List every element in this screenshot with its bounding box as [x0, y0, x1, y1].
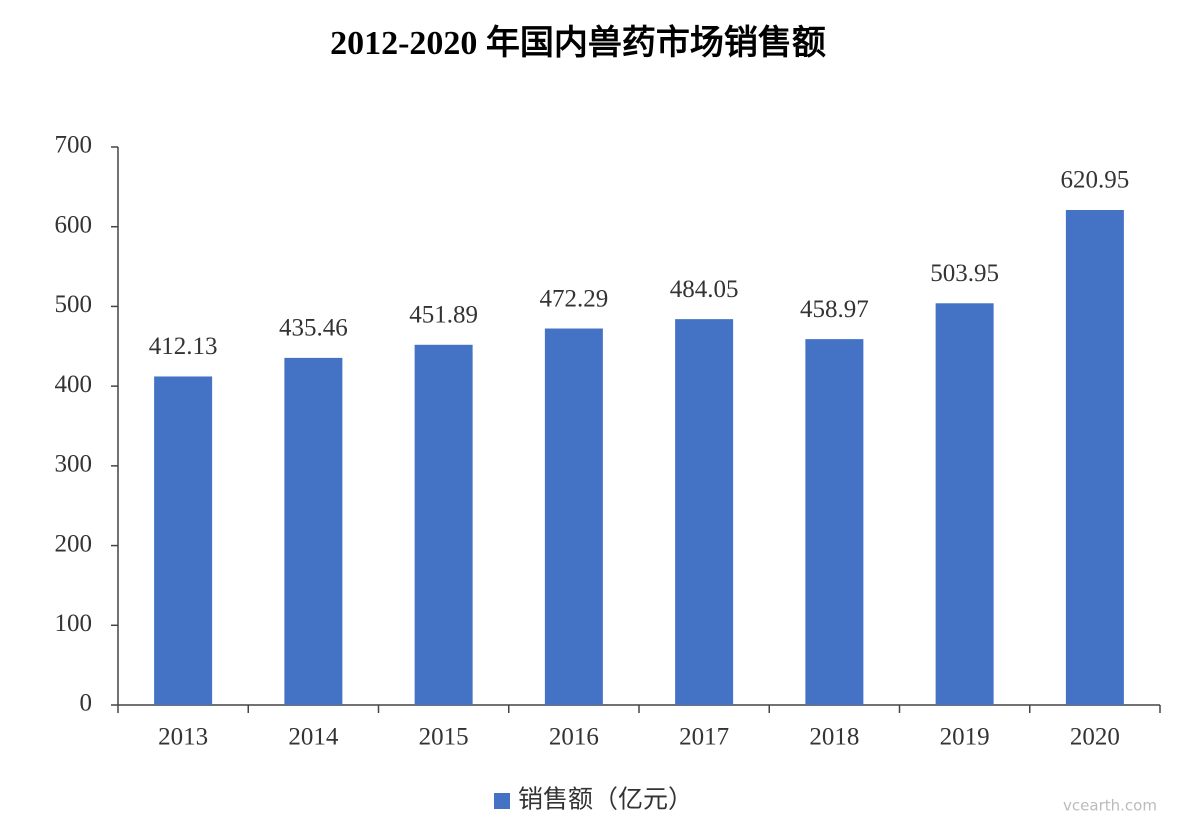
data-label: 412.13	[149, 333, 218, 360]
bar	[805, 339, 864, 705]
x-tick-label: 2016	[549, 724, 599, 751]
data-label: 451.89	[409, 302, 478, 329]
bar	[414, 344, 473, 705]
bar	[675, 319, 734, 705]
x-tick-label: 2019	[940, 724, 990, 751]
data-label: 620.95	[1061, 167, 1130, 194]
y-tick-label: 600	[55, 211, 93, 238]
x-tick-label: 2020	[1070, 724, 1120, 751]
data-label: 458.97	[800, 296, 869, 323]
y-tick-label: 500	[55, 291, 93, 318]
y-tick-label: 0	[80, 690, 93, 717]
data-label: 484.05	[670, 276, 739, 303]
x-tick-label: 2015	[419, 724, 469, 751]
data-label: 435.46	[279, 315, 348, 342]
y-tick-label: 200	[55, 530, 93, 557]
bar	[154, 376, 213, 705]
bar	[935, 303, 994, 705]
y-tick-label: 100	[55, 610, 93, 637]
x-tick-label: 2014	[288, 724, 339, 751]
bar	[1065, 210, 1124, 705]
data-label: 472.29	[540, 285, 609, 312]
x-tick-label: 2017	[679, 724, 729, 751]
y-tick-label: 300	[55, 451, 93, 478]
y-tick-label: 700	[55, 132, 93, 159]
bar	[544, 328, 603, 705]
data-label: 503.95	[930, 260, 999, 287]
x-tick-label: 2018	[809, 724, 859, 751]
bar	[284, 357, 343, 705]
x-tick-label: 2013	[158, 724, 208, 751]
legend-label: 销售额（亿元）	[518, 786, 693, 814]
watermark: vcearth.com	[1063, 797, 1157, 815]
chart-title: 2012-2020 年国内兽药市场销售额	[330, 23, 826, 62]
legend-swatch	[494, 793, 510, 809]
y-tick-label: 400	[55, 371, 93, 398]
